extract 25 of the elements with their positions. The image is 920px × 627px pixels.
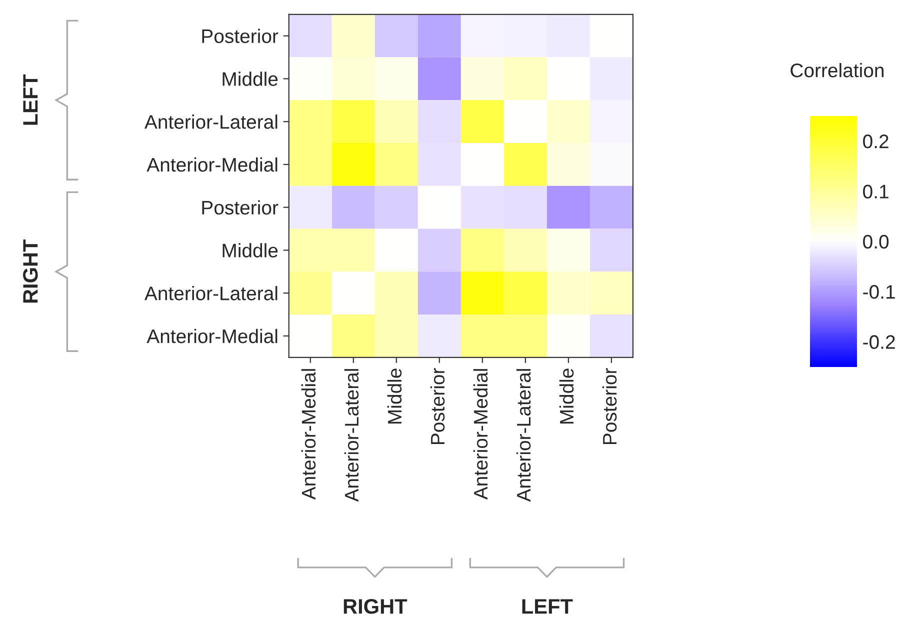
text: LEFT: [522, 599, 573, 614]
text: LEFT: [23, 74, 38, 125]
color-bar-label: -0.1: [863, 285, 895, 299]
x-tick-label: Anterior-Lateral: [516, 369, 531, 502]
x-tick-label: Anterior-Medial: [473, 369, 488, 500]
x-tick-label: Middle: [559, 368, 574, 424]
x-tick-label: Posterior: [430, 368, 445, 444]
y-tick-label: Middle: [222, 72, 278, 86]
color-bar-title: Correlation: [790, 63, 884, 78]
x-tick-label: Middle: [387, 368, 402, 424]
color-bar-label: 0.0: [863, 234, 889, 249]
x-tick-label: Anterior-Lateral: [344, 369, 359, 502]
color-bar-label: 0.2: [863, 134, 888, 148]
y-tick-label: Middle: [222, 243, 278, 258]
y-tick-label: Anterior-Lateral: [144, 114, 278, 129]
color-bar-label: -0.2: [863, 335, 895, 349]
y-tick-label: Anterior-Lateral: [144, 286, 278, 300]
y-tick-label: Posterior: [202, 28, 278, 44]
color-bar-label: 0.1: [863, 184, 888, 198]
text: RIGHT: [23, 239, 38, 303]
x-tick-label: Posterior: [602, 368, 617, 444]
y-tick-label: Anterior-Medial: [146, 157, 278, 172]
y-tick-label: Anterior-Medial: [146, 328, 278, 344]
text: RIGHT: [344, 599, 408, 614]
y-tick-label: Posterior: [202, 200, 278, 215]
